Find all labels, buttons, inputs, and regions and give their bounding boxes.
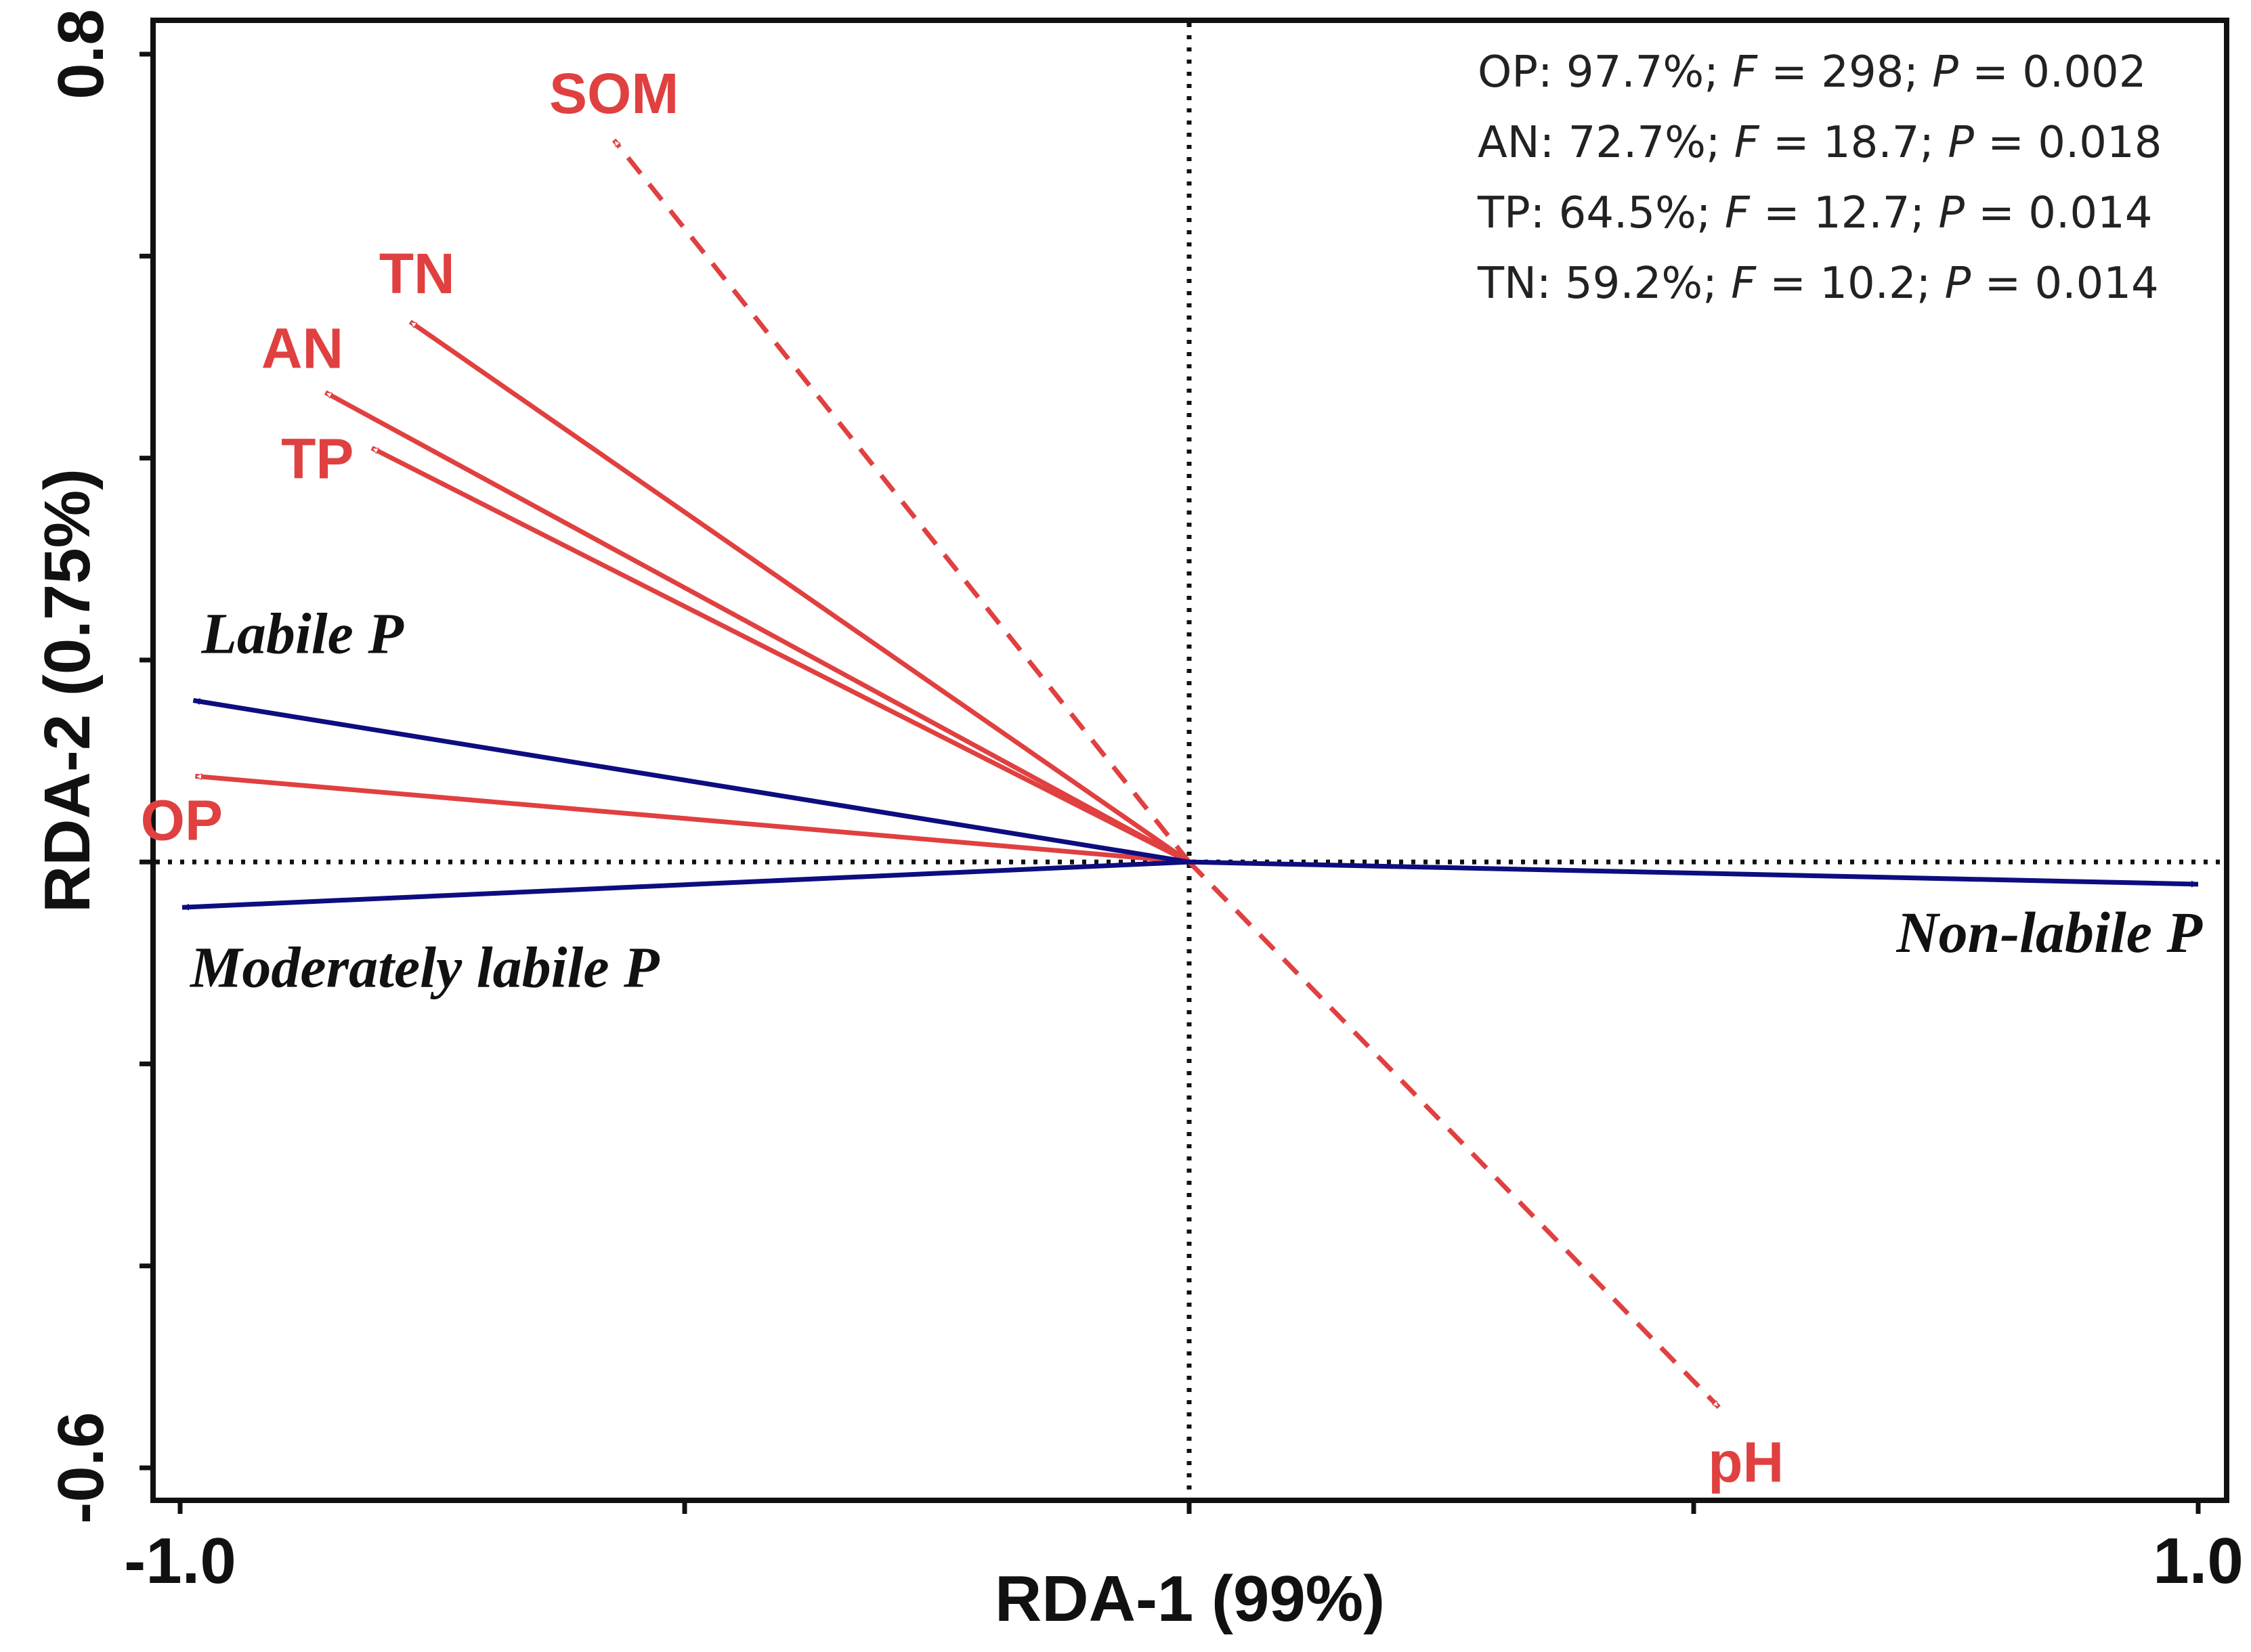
label-tn: TN	[379, 242, 455, 305]
vector-ph	[1187, 860, 1721, 1409]
vector-op	[195, 776, 1190, 865]
response-labels: Labile P Moderately labile P Non-labile P	[189, 601, 2203, 1000]
label-som: SOM	[549, 62, 679, 125]
x-tick-label: -1.0	[124, 1525, 236, 1597]
vector-tn	[408, 320, 1191, 865]
vector-som	[612, 138, 1191, 864]
y-ticks	[140, 51, 153, 1471]
stat-line-op: OP: 97.7%; F = 298; P = 0.002	[1478, 47, 2146, 97]
label-non-labile-p: Non-labile P	[1896, 900, 2204, 965]
label-moderately-labile-p: Moderately labile P	[189, 934, 660, 999]
x-ticks	[177, 1500, 2201, 1514]
stat-line-tp: TP: 64.5%; F = 12.7; P = 0.014	[1477, 188, 2152, 238]
y-tick-label: 0.8	[45, 9, 117, 99]
y-tick-label: -0.6	[45, 1412, 117, 1523]
vector-labile-p	[192, 698, 1190, 865]
label-tp: TP	[281, 427, 353, 491]
y-tick-labels: 0.8 -0.6	[45, 9, 117, 1523]
vector-non-labile-p	[1188, 859, 2199, 888]
explanatory-labels: SOM TN AN TP OP pH	[141, 62, 1784, 1494]
response-vectors	[181, 698, 2199, 911]
x-axis-title: RDA-1 (99%)	[995, 1563, 1385, 1635]
vector-tp	[370, 445, 1191, 865]
label-op: OP	[141, 788, 223, 852]
vector-an	[324, 390, 1191, 865]
stat-line-an: AN: 72.7%; F = 18.7; P = 0.018	[1478, 118, 2162, 168]
label-labile-p: Labile P	[200, 601, 404, 666]
x-tick-labels: -1.0 1.0	[124, 1525, 2243, 1597]
label-an: AN	[261, 317, 343, 381]
vector-moderately-labile-p	[181, 859, 1190, 911]
x-tick-label: 1.0	[2153, 1525, 2243, 1597]
y-axis-title: RDA-2 (0.75%)	[31, 469, 104, 913]
label-ph: pH	[1708, 1431, 1784, 1494]
explanatory-vectors	[195, 138, 1721, 1409]
stats-annotation: OP: 97.7%; F = 298; P = 0.002 AN: 72.7%; …	[1477, 47, 2162, 309]
stat-line-tn: TN: 59.2%; F = 10.2; P = 0.014	[1477, 259, 2159, 309]
